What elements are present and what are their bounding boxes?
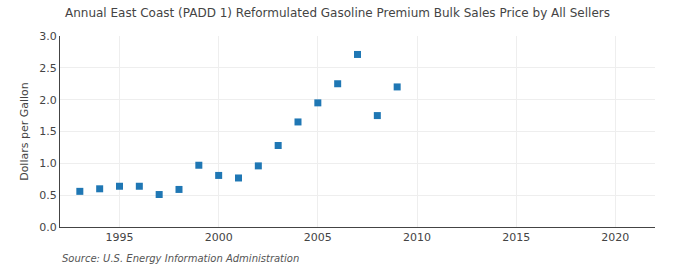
- svg-text:0.0: 0.0: [39, 221, 57, 234]
- svg-text:1.0: 1.0: [39, 157, 57, 170]
- svg-text:2.0: 2.0: [39, 94, 57, 107]
- svg-text:1995: 1995: [106, 231, 134, 244]
- svg-text:2015: 2015: [502, 231, 530, 244]
- svg-text:3.0: 3.0: [39, 30, 57, 43]
- svg-text:Source: U.S. Energy Informatio: Source: U.S. Energy Information Administ…: [62, 253, 299, 264]
- svg-text:2000: 2000: [205, 231, 233, 244]
- svg-text:1.5: 1.5: [39, 125, 57, 138]
- svg-text:Dollars per Gallon: Dollars per Gallon: [18, 82, 31, 181]
- svg-text:Annual East Coast (PADD 1) Ref: Annual East Coast (PADD 1) Reformulated …: [65, 6, 610, 20]
- svg-text:2010: 2010: [403, 231, 431, 244]
- svg-text:2005: 2005: [304, 231, 332, 244]
- svg-text:2020: 2020: [601, 231, 629, 244]
- svg-text:2.5: 2.5: [39, 62, 57, 75]
- svg-text:0.5: 0.5: [39, 189, 57, 202]
